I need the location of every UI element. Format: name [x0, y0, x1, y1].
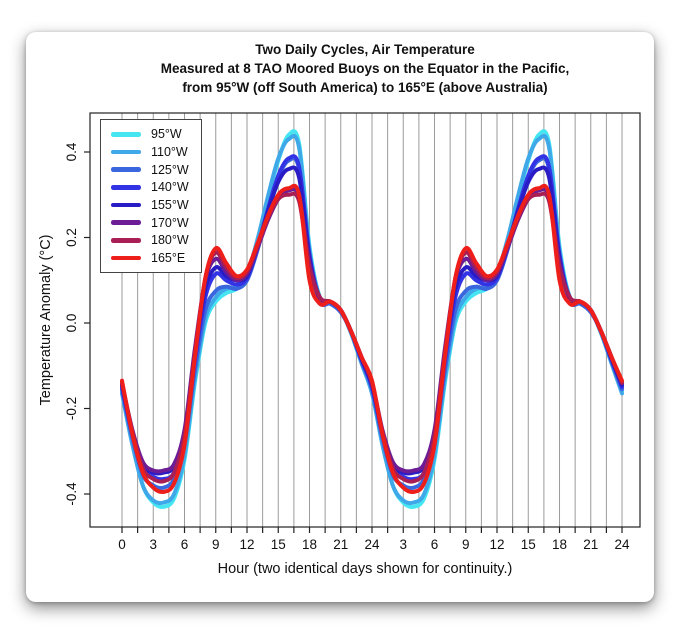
- x-axis-label: Hour (two identical days shown for conti…: [217, 561, 513, 577]
- legend-label: 155°W: [151, 198, 189, 213]
- legend-line-swatch: [111, 220, 141, 226]
- y-tick-label: 0.0: [64, 314, 79, 333]
- legend-label: 125°W: [151, 162, 189, 177]
- legend-line-swatch: [111, 238, 141, 243]
- series-line: [120, 183, 624, 495]
- legend: 95°W 110°W 125°W 140°W 155°W 170°W 180°W 165°E: [100, 119, 202, 274]
- legend-item: 95°W: [111, 127, 189, 142]
- x-tick-label: 24: [364, 537, 380, 552]
- x-tick-label: 18: [302, 537, 317, 552]
- x-tick-label: 15: [271, 537, 286, 552]
- legend-item: 170°W: [111, 215, 189, 230]
- legend-item: 125°W: [111, 162, 189, 177]
- x-tick-label: 24: [615, 537, 631, 552]
- x-tick-label: 15: [521, 537, 536, 552]
- legend-label: 180°W: [151, 233, 189, 248]
- legend-line-swatch: [111, 202, 141, 208]
- legend-item: 165°E: [111, 251, 189, 266]
- legend-line-swatch: [111, 185, 141, 190]
- legend-item: 180°W: [111, 233, 189, 248]
- chart-title-line-3: from 95°W (off South America) to 165°E (…: [182, 80, 548, 95]
- legend-line-swatch: [111, 255, 141, 261]
- x-tick-label: 21: [583, 537, 598, 552]
- x-tick-label: 9: [462, 537, 470, 552]
- x-tick-label: 18: [552, 537, 567, 552]
- x-tick-label: 9: [212, 537, 220, 552]
- x-tick-label: 3: [400, 537, 408, 552]
- legend-label: 95°W: [151, 127, 182, 142]
- legend-label: 165°E: [151, 251, 186, 266]
- x-tick-label: 3: [149, 537, 157, 552]
- legend-item: 155°W: [111, 198, 189, 213]
- legend-line-swatch: [111, 132, 141, 137]
- plot-frame: [89, 112, 641, 528]
- y-tick-label: 0.4: [64, 142, 79, 161]
- legend-label: 140°W: [151, 180, 189, 195]
- y-tick-label: -0.4: [64, 482, 79, 506]
- x-tick-label: 12: [489, 537, 504, 552]
- legend-line-swatch: [111, 149, 141, 155]
- legend-item: 140°W: [111, 180, 189, 195]
- x-tick-label: 21: [333, 537, 348, 552]
- legend-label: 110°W: [151, 144, 188, 159]
- chart-title-line-2: Measured at 8 TAO Moored Buoys on the Eq…: [160, 61, 570, 76]
- legend-label: 170°W: [151, 215, 189, 230]
- chart-title: Two Daily Cycles, Air Temperature Measur…: [60, 40, 670, 97]
- x-tick-label: 0: [118, 537, 126, 552]
- y-tick-label: 0.2: [64, 228, 79, 247]
- legend-line-swatch: [111, 167, 141, 172]
- legend-item: 110°W: [111, 145, 189, 160]
- x-tick-label: 12: [239, 537, 254, 552]
- chart-title-line-1: Two Daily Cycles, Air Temperature: [255, 42, 475, 57]
- x-tick-label: 6: [431, 537, 439, 552]
- y-tick-label: -0.2: [64, 397, 79, 420]
- x-tick-label: 6: [181, 537, 189, 552]
